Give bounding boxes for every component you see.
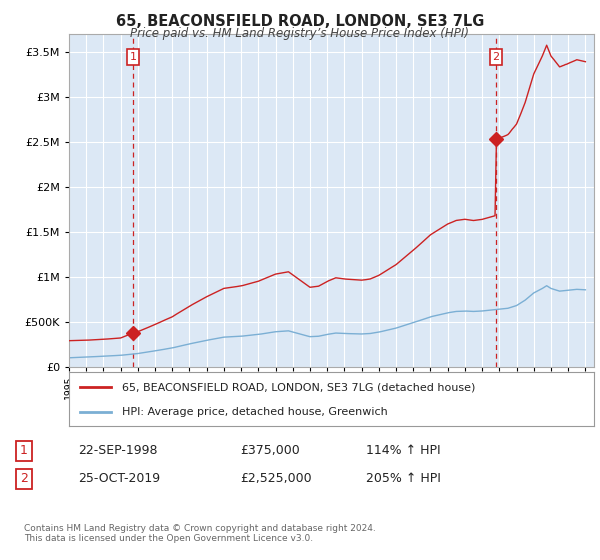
Text: 25-OCT-2019: 25-OCT-2019 — [78, 472, 160, 486]
Text: 2: 2 — [20, 472, 28, 486]
Text: 1: 1 — [20, 444, 28, 458]
Text: 114% ↑ HPI: 114% ↑ HPI — [366, 444, 440, 458]
Text: 65, BEACONSFIELD ROAD, LONDON, SE3 7LG (detached house): 65, BEACONSFIELD ROAD, LONDON, SE3 7LG (… — [121, 382, 475, 393]
Text: Contains HM Land Registry data © Crown copyright and database right 2024.
This d: Contains HM Land Registry data © Crown c… — [24, 524, 376, 543]
Text: Price paid vs. HM Land Registry’s House Price Index (HPI): Price paid vs. HM Land Registry’s House … — [131, 27, 470, 40]
Text: 65, BEACONSFIELD ROAD, LONDON, SE3 7LG: 65, BEACONSFIELD ROAD, LONDON, SE3 7LG — [116, 14, 484, 29]
Text: 1: 1 — [130, 52, 137, 62]
Text: 22-SEP-1998: 22-SEP-1998 — [78, 444, 157, 458]
Text: 205% ↑ HPI: 205% ↑ HPI — [366, 472, 441, 486]
Text: HPI: Average price, detached house, Greenwich: HPI: Average price, detached house, Gree… — [121, 407, 387, 417]
Text: 2: 2 — [493, 52, 500, 62]
Text: £375,000: £375,000 — [240, 444, 300, 458]
Text: £2,525,000: £2,525,000 — [240, 472, 311, 486]
